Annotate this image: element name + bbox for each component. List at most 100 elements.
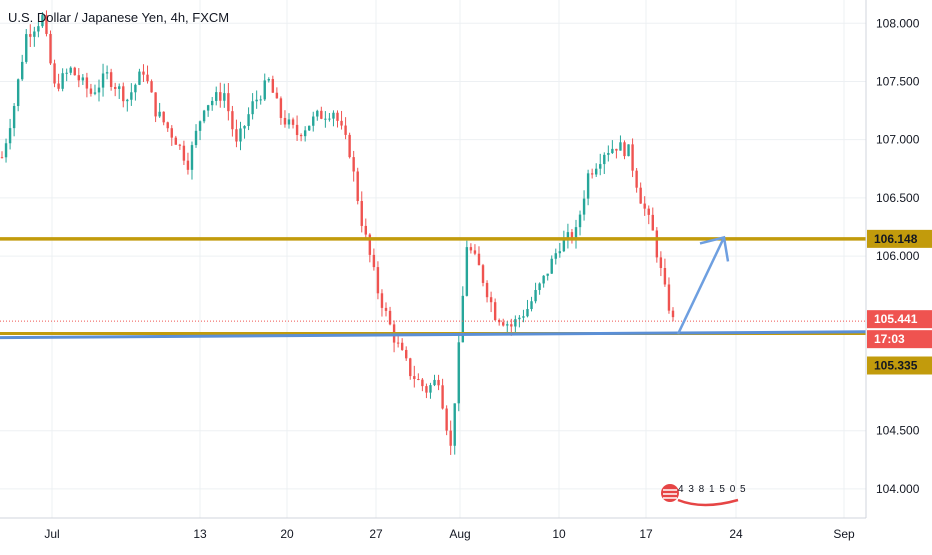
candle-body [198, 121, 202, 131]
candle-body [109, 72, 113, 87]
candle-body [202, 110, 206, 122]
candle-body [118, 86, 121, 89]
candle-body [473, 250, 477, 254]
candle-body [166, 122, 169, 129]
time-tick-label: Aug [449, 527, 470, 541]
candle-body [210, 100, 214, 106]
candle-body [154, 92, 157, 117]
support-price-tag: 105.335 [874, 358, 918, 372]
candle-body [510, 324, 513, 327]
candle-body [283, 117, 287, 125]
candle-body [627, 144, 630, 157]
current-price-tag-bg [867, 310, 932, 329]
price-tick-label: 106.000 [876, 249, 920, 263]
candle-body [558, 251, 562, 254]
candle-body [518, 317, 521, 320]
candle-body [215, 92, 218, 101]
candle-body [89, 88, 93, 94]
candle-body [170, 128, 173, 138]
candle-body [150, 81, 153, 93]
candle-body [287, 119, 291, 125]
candle-body [65, 72, 68, 74]
candle-body [457, 342, 460, 404]
candle-body [360, 201, 363, 226]
candle-body [122, 86, 125, 102]
candle-body [247, 114, 250, 126]
candle-body [400, 342, 404, 350]
candle-body [4, 143, 8, 158]
candle-body [303, 130, 307, 137]
candle-body [0, 157, 4, 159]
candle-body [542, 275, 545, 284]
candle-body [578, 214, 582, 228]
time-tick-label: 10 [552, 527, 566, 541]
candle-body [85, 77, 89, 89]
watermark-swoosh [677, 498, 739, 507]
candle-body [586, 173, 590, 199]
candle-body [574, 227, 578, 240]
candle-body [81, 77, 85, 81]
candle-body [611, 148, 614, 154]
candle-body [231, 111, 234, 130]
candle-body [113, 86, 117, 89]
price-axis[interactable]: 108.000 107.500 107.000 106.500 106.000 104.5… [876, 16, 920, 496]
current-price-tag: 105.441 [874, 312, 918, 326]
candle-body [546, 273, 549, 276]
candle-body [235, 129, 238, 142]
candle-body [126, 99, 129, 102]
candle-body [101, 73, 105, 88]
candle-body [259, 99, 262, 101]
candle-body [324, 118, 327, 120]
candle-body [413, 376, 416, 379]
time-tick-label: 24 [729, 527, 743, 541]
flag-icon [661, 484, 679, 502]
candle-body [162, 111, 165, 123]
candle-body [643, 203, 646, 209]
candle-body [437, 379, 440, 386]
time-tick-label: 13 [193, 527, 207, 541]
candle-body [453, 403, 456, 446]
candle-body [663, 267, 667, 285]
time-axis[interactable]: Jul 13 20 27 Aug 10 17 24 Sep [44, 527, 855, 541]
candle-body [263, 80, 266, 100]
candle-body [138, 71, 141, 85]
candle-body [417, 378, 420, 380]
candle-body [502, 322, 505, 326]
candle-body [29, 34, 32, 37]
candle-body [506, 324, 509, 326]
watermark-text: 4 3 8 1 5 0 5 [678, 484, 747, 495]
countdown-tag: 17:03 [874, 332, 905, 346]
candle-body [380, 293, 384, 308]
candle-body [493, 302, 497, 321]
candle-body [97, 87, 101, 93]
projection-arrow[interactable] [676, 236, 726, 335]
candle-body [352, 157, 355, 172]
chart-title: U.S. Dollar / Japanese Yen, 4h, FXCM [8, 10, 229, 25]
candle-body [344, 125, 347, 135]
candle-body [388, 310, 392, 325]
countdown-tag-bg [867, 330, 932, 349]
candle-body [267, 79, 270, 81]
support-price-tag-bg [867, 356, 932, 375]
candle-body [651, 214, 654, 231]
candle-body [69, 67, 72, 73]
candle-body [554, 253, 557, 259]
grid-layer [0, 0, 866, 518]
trend-line[interactable] [0, 330, 867, 340]
candle-body [368, 234, 372, 255]
candle-body [227, 93, 230, 112]
candle-body [316, 110, 319, 117]
candle-body [481, 265, 485, 283]
candle-body [25, 34, 28, 62]
candle-body [93, 92, 97, 94]
resistance-price-tag: 106.148 [874, 232, 918, 246]
candle-body [497, 320, 501, 323]
candle-body [441, 385, 444, 409]
candle-body [530, 301, 533, 310]
candle-body [364, 225, 367, 235]
candle-body [348, 134, 351, 158]
candle-body [182, 145, 186, 161]
price-tick-label: 108.000 [876, 16, 920, 30]
